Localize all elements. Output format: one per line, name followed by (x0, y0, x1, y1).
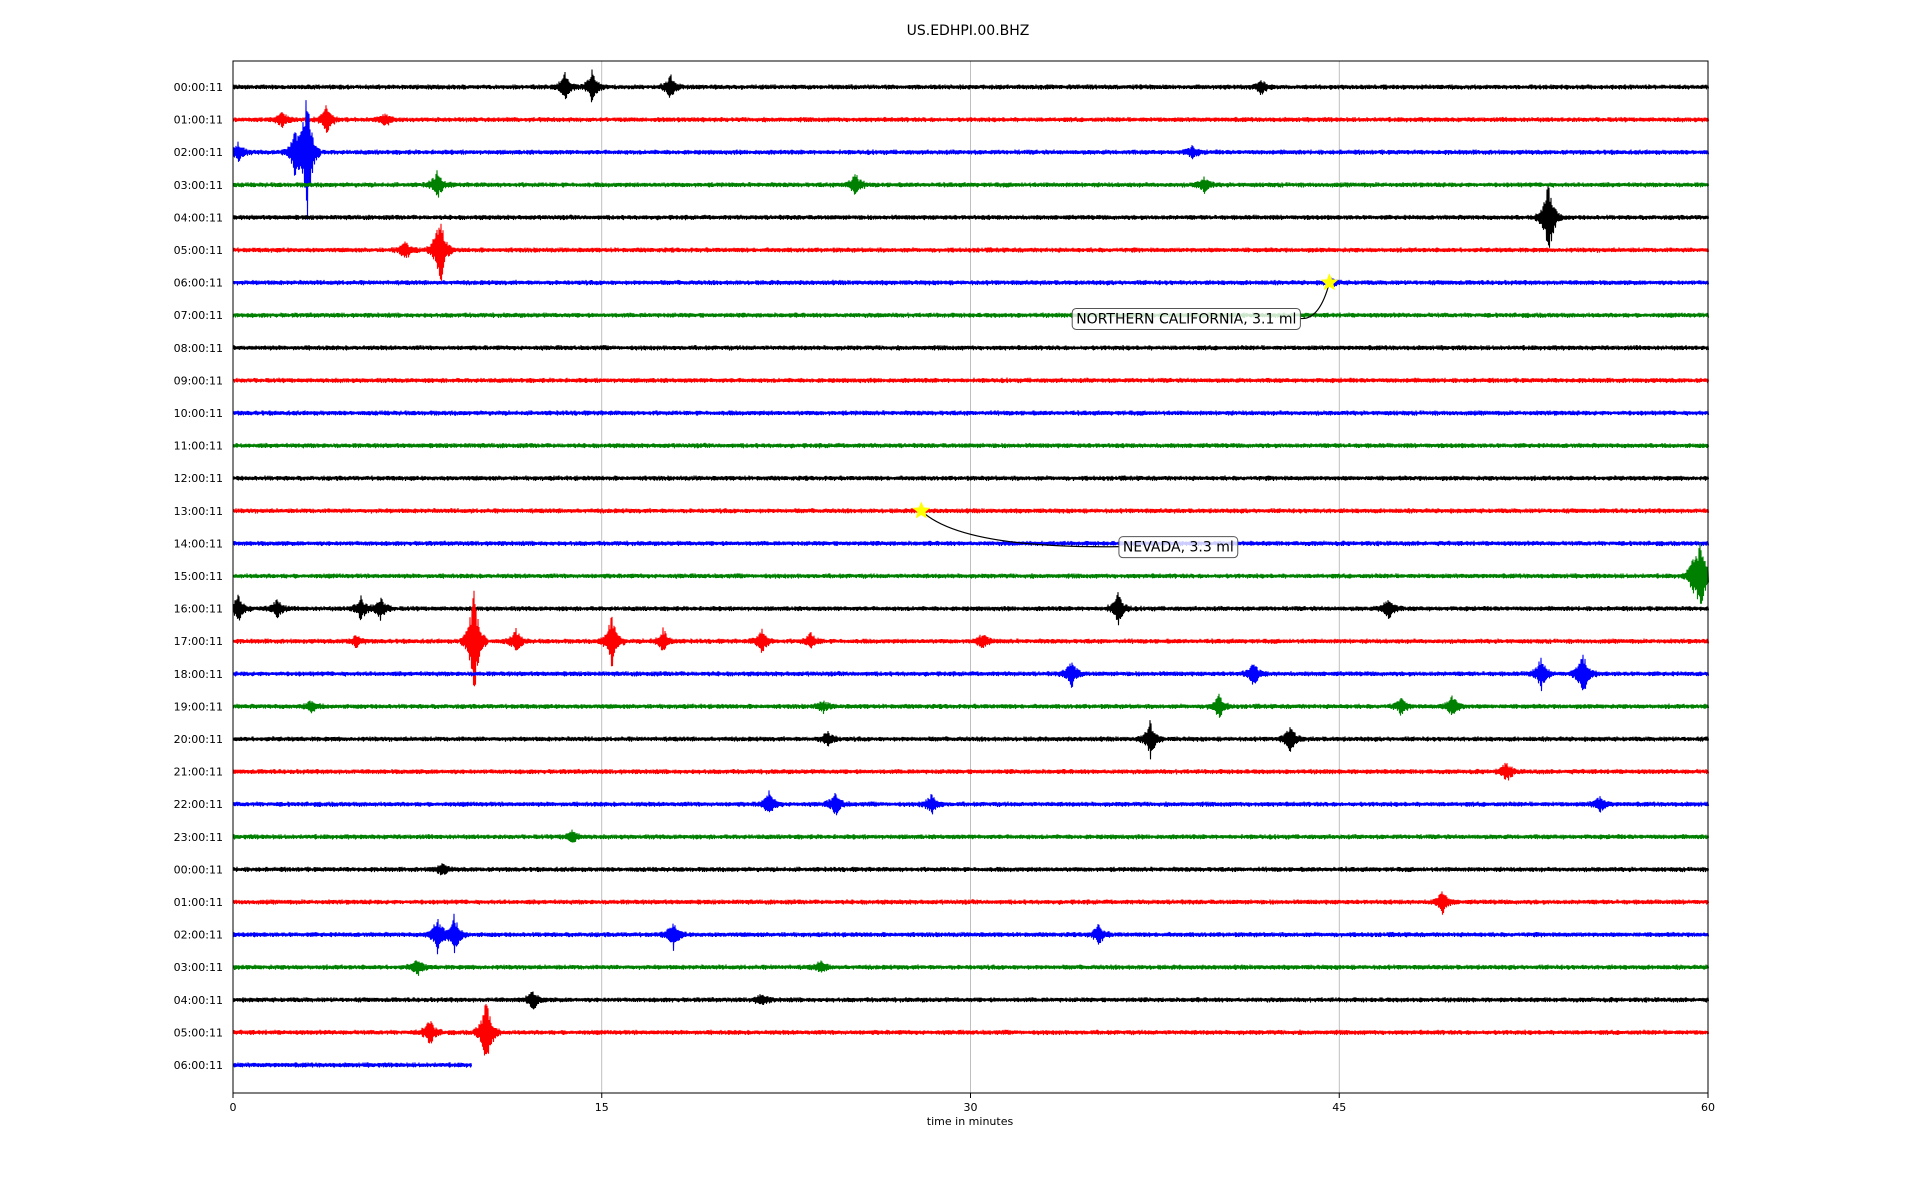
trace-row-22 (232, 790, 1710, 816)
trace-row-0 (232, 69, 1710, 103)
row-label: 02:00:11 (174, 929, 223, 942)
row-label: 15:00:11 (174, 570, 223, 583)
trace-row-10 (232, 410, 1710, 416)
trace-row-18 (232, 654, 1710, 692)
row-label: 04:00:11 (174, 994, 223, 1007)
row-time-labels: 00:00:11 01:00:11 02:00:11 03:00:11 04:00:11… (174, 81, 223, 1072)
row-label: 23:00:11 (174, 831, 223, 844)
row-label: 10:00:11 (174, 407, 223, 420)
trace-row-14 (232, 540, 1710, 547)
row-label: 18:00:11 (174, 668, 223, 681)
row-label: 14:00:11 (174, 537, 223, 550)
event-annotation: NORTHERN CALIFORNIA, 3.1 ml (1071, 273, 1339, 330)
row-label: 00:00:11 (174, 863, 223, 876)
trace-row-8 (232, 344, 1710, 351)
event-connector (1300, 282, 1331, 320)
row-label: 04:00:11 (174, 211, 223, 224)
trace-row-15 (232, 543, 1710, 604)
row-label: 06:00:11 (174, 277, 223, 290)
row-label: 13:00:11 (174, 505, 223, 518)
trace-row-1 (232, 105, 1710, 133)
trace-row-4 (232, 186, 1710, 248)
star-icon (912, 501, 931, 519)
event-annotation: NEVADA, 3.3 ml (912, 501, 1239, 559)
trace-row-11 (232, 442, 1710, 449)
row-label: 08:00:11 (174, 342, 223, 355)
trace-row-24 (232, 863, 1710, 876)
trace-row-13 (232, 507, 1710, 514)
row-label: 01:00:11 (174, 114, 223, 127)
row-label: 17:00:11 (174, 635, 223, 648)
row-label: 22:00:11 (174, 798, 223, 811)
event-annotations: NORTHERN CALIFORNIA, 3.1 ml NEVADA, 3.3 m… (912, 273, 1339, 559)
chart-title: US.EDHPI.00.BHZ (907, 23, 1030, 39)
trace-row-2 (232, 100, 1710, 220)
row-label: 00:00:11 (174, 81, 223, 94)
x-tick-label: 60 (1701, 1101, 1715, 1114)
row-label: 11:00:11 (174, 440, 223, 453)
row-label: 03:00:11 (174, 179, 223, 192)
row-label: 02:00:11 (174, 146, 223, 159)
row-label: 03:00:11 (174, 961, 223, 974)
trace-row-23 (232, 829, 1710, 843)
row-label: 06:00:11 (174, 1059, 223, 1072)
trace-row-21 (232, 762, 1710, 781)
trace-row-12 (232, 475, 1710, 482)
trace-row-28 (232, 991, 1710, 1010)
row-label: 05:00:11 (174, 244, 223, 257)
trace-row-17 (232, 590, 1710, 687)
row-label: 19:00:11 (174, 700, 223, 713)
x-tick-label: 30 (964, 1101, 978, 1114)
trace-row-27 (232, 960, 1710, 976)
trace-row-6 (232, 277, 1710, 289)
trace-row-30 (232, 1062, 473, 1068)
star-icon (1320, 273, 1339, 291)
trace-row-16 (232, 592, 1710, 626)
x-tick-label: 45 (1332, 1101, 1346, 1114)
row-label: 20:00:11 (174, 733, 223, 746)
row-label: 09:00:11 (174, 374, 223, 387)
seismic-traces (232, 69, 1710, 1068)
trace-row-7 (232, 312, 1710, 319)
trace-row-29 (232, 1003, 1710, 1056)
row-label: 12:00:11 (174, 472, 223, 485)
event-connector (920, 510, 1119, 548)
row-label: 21:00:11 (174, 766, 223, 779)
x-tick-label: 15 (595, 1101, 609, 1114)
x-axis-ticks: 0 15 30 45 60 (230, 1093, 1715, 1114)
trace-row-26 (232, 913, 1710, 955)
trace-row-25 (232, 891, 1710, 915)
trace-row-9 (232, 377, 1710, 384)
row-label: 07:00:11 (174, 309, 223, 322)
x-axis-label: time in minutes (927, 1115, 1014, 1128)
event-label-box (1071, 307, 1301, 330)
trace-row-19 (232, 693, 1710, 718)
row-label: 01:00:11 (174, 896, 223, 909)
row-label: 16:00:11 (174, 603, 223, 616)
event-label-box (1118, 536, 1239, 559)
x-tick-label: 0 (230, 1101, 237, 1114)
event-label: NORTHERN CALIFORNIA, 3.1 ml (1076, 311, 1296, 327)
row-label: 05:00:11 (174, 1026, 223, 1039)
event-label: NEVADA, 3.3 ml (1123, 540, 1234, 556)
trace-row-5 (232, 223, 1710, 281)
trace-row-3 (232, 170, 1710, 198)
trace-row-20 (232, 720, 1710, 760)
